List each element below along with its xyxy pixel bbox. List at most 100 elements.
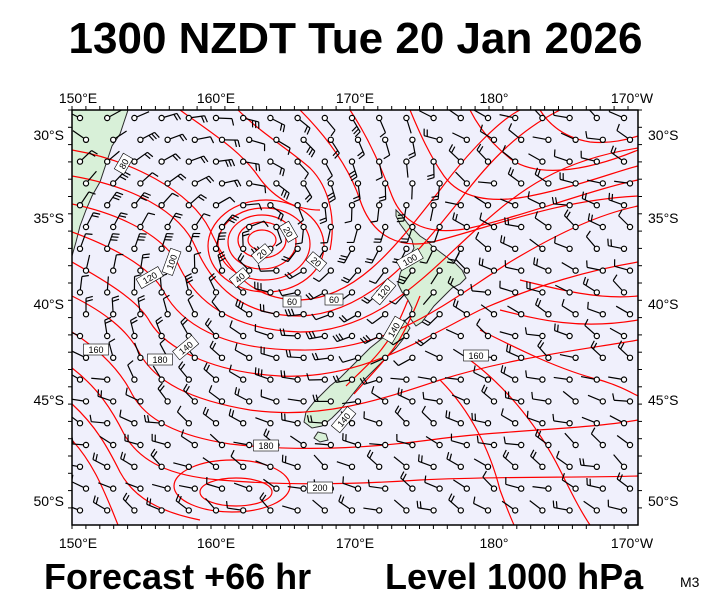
wind-barb-station [539,463,546,470]
wind-barb-feather [363,296,371,302]
wind-barb-feather [258,203,263,211]
wind-barb-station [484,114,492,122]
contour-label-text: 180 [258,441,273,451]
contour-label-text: 20 [309,255,323,269]
wind-barb [338,311,362,323]
wind-barb-station [321,114,328,122]
wind-barb-feather [175,493,180,501]
wind-barb-station [239,289,247,296]
wind-barb-station [158,376,165,383]
wind-barb [579,458,601,470]
wind-barb-station [76,245,84,252]
wind-barb-feather [427,173,435,177]
wind-barb [234,343,253,361]
wind-barb-station [354,485,362,492]
wind-barb-feather [620,342,625,350]
wind-barb-feather [179,134,185,142]
wind-barb-feather [585,278,589,286]
wind-barb-station [463,180,470,187]
wind-barb [473,110,492,122]
wind-barb-station [382,180,389,187]
wind-barb-station [76,201,84,209]
contour-label: 180 [147,353,173,366]
wind-barb-feather [85,299,93,302]
wind-barb-station [267,420,274,427]
wind-barb-station [212,201,220,209]
wind-barb [427,158,437,181]
lon-label-bottom: 180° [480,535,509,551]
wind-barb-station [185,463,192,470]
wind-barb-feather [176,405,182,413]
wind-barb-feather [108,338,116,343]
wind-barb-station [376,245,383,252]
wind-barb-feather [81,274,89,278]
wind-barb-station [82,485,90,492]
wind-barb [185,155,209,165]
wind-barb-feather [154,131,160,138]
wind-barb [448,144,464,165]
wind-barb [422,391,443,405]
wind-barb-station [382,485,389,492]
wind-barb [175,493,192,514]
wind-barb-feather [610,145,614,153]
wind-barb [359,332,383,344]
wind-barb [321,114,336,137]
wind-barb-feather [234,343,238,351]
wind-barb [590,427,607,449]
wind-barb-feather [338,316,345,323]
wind-barb-feather [393,360,399,366]
contour-label: 60 [324,293,344,306]
wind-barb [367,479,389,492]
wind-barb-station [185,507,192,514]
wind-barb-station [403,507,410,514]
wind-barb-feather [450,495,455,503]
wind-barb-station [218,311,226,318]
contour-label-box [113,152,134,175]
wind-barb [97,389,117,405]
wind-barb [98,482,117,492]
wind-barb [419,245,437,264]
wind-barb-station [245,136,253,143]
wind-barb-feather [237,300,242,308]
wind-barb [294,114,311,135]
wind-barb-feather [137,295,145,299]
wind-barb-station [599,441,607,449]
wind-barb-station [457,158,464,165]
contour-label-box [370,278,397,306]
wind-barb-station [490,180,498,187]
wind-barbs [72,100,634,514]
wind-barb [615,305,634,318]
wind-barb-station [376,332,383,340]
wind-barb [178,361,192,383]
contour-label-text: 40 [233,271,247,285]
wind-barb-station [463,311,470,318]
wind-barb [259,303,280,318]
wind-barb-station [599,136,607,143]
wind-barb [164,212,183,231]
contour-label-box [305,251,328,273]
wind-barb [505,477,525,492]
wind-barb-station [321,507,328,514]
wind-barb [533,257,552,274]
wind-barb-feather [359,337,366,344]
wind-barb [233,441,253,449]
wind-barb [287,398,307,405]
wind-barb-feather [362,336,369,343]
wind-barb [532,485,552,492]
wind-barb-feather [242,233,250,237]
wind-barb-station [327,441,334,449]
wind-barb-feather [178,495,182,503]
wind-barb-station [376,158,383,165]
lon-label-top: 160°E [197,90,235,106]
wind-barb-feather [503,366,507,374]
wind-barb-feather [120,212,128,216]
wind-barb-feather [421,321,429,326]
wind-barb-feather [417,454,420,462]
wind-barb-feather [202,406,207,414]
wind-barb-station [103,114,111,122]
wind-barb-station [137,311,144,318]
wind-barb-station [490,311,498,318]
wind-barb-feather [532,100,536,106]
wind-barb-feather [505,451,510,459]
contour-label: 80 [113,152,134,175]
